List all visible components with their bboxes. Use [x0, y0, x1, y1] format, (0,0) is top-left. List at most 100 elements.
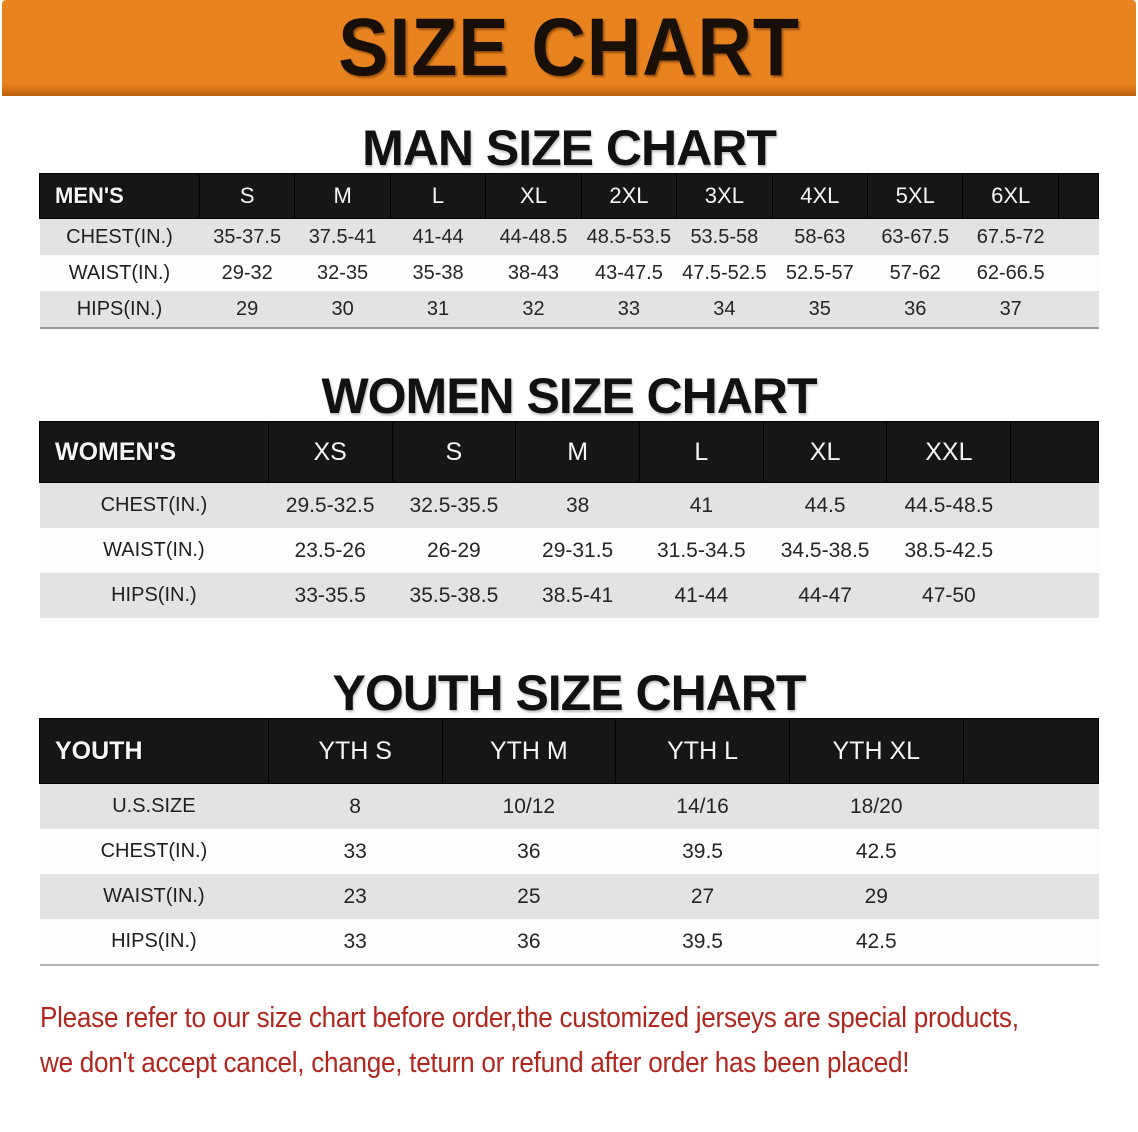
size-table-row: U.S.SIZE 8 10/12 14/16 18/20 — [39, 783, 1099, 830]
size-column-header: YTH L — [615, 718, 790, 784]
size-value: 42.5 — [855, 929, 897, 953]
size-value: 8 — [349, 794, 361, 818]
size-value: 35-37.5 — [213, 225, 282, 248]
size-table-header-row: WOMEN'S XS S M L XL XXL — [39, 421, 1099, 483]
size-column-header: XL — [762, 421, 888, 483]
size-table-row: HIPS(IN.) 33 36 39.5 42.5 — [39, 919, 1099, 965]
youth-section: YOUTH SIZE CHART YOUTH YTH S YTH M YTH L YTH… — [0, 668, 1138, 966]
size-value: 31 — [426, 297, 450, 320]
measurement-label: HIPS(IN.) — [111, 584, 197, 606]
size-value: 33 — [343, 839, 367, 863]
women-size-table: WOMEN'S XS S M L XL XXL CHEST(IN.) 29.5-32.5 32.5… — [39, 421, 1099, 618]
size-column-header: 6XL — [962, 173, 1059, 219]
size-value: 38 — [565, 493, 590, 517]
size-table-row: HIPS(IN.) 29 30 31 32 33 34 35 36 37 — [39, 291, 1099, 328]
men-size-table: MEN'S S M L XL 2XL 3XL 4XL 5XL 6XL CHEST(IN.) 35-37… — [39, 173, 1100, 329]
size-column-header: 5XL — [867, 173, 964, 219]
women-section-heading: WOMEN SIZE CHART — [321, 368, 817, 424]
size-value: 53.5-58 — [690, 225, 759, 248]
size-value: 42.5 — [855, 839, 897, 863]
women-section: WOMEN SIZE CHART WOMEN'S XS S M L XL XXL CHEST(… — [0, 371, 1138, 618]
size-value: 29-31.5 — [542, 538, 614, 562]
size-value: 33 — [617, 297, 641, 320]
size-value: 32-35 — [317, 261, 369, 284]
size-column-header: XS — [267, 421, 393, 483]
filler-cell — [1058, 219, 1098, 256]
size-column-header: YTH XL — [788, 718, 964, 784]
size-value: 47.5-52.5 — [682, 261, 767, 284]
filler-cell — [1011, 483, 1099, 529]
size-value: 23.5-26 — [294, 538, 366, 562]
size-value: 38-43 — [507, 261, 560, 284]
size-value: 48.5-53.5 — [586, 225, 672, 248]
size-value: 34.5-38.5 — [780, 538, 870, 562]
youth-size-table: YOUTH YTH S YTH M YTH L YTH XL U.S.SIZE 8 10/12… — [39, 718, 1100, 966]
size-value: 33 — [343, 929, 367, 953]
men-section: MAN SIZE CHART MEN'S S M L XL 2XL 3XL 4XL 5XL 6XL… — [0, 123, 1138, 329]
measurement-label: CHEST(IN.) — [66, 225, 173, 248]
filler-cell — [963, 919, 1098, 965]
size-column-header: YTH M — [441, 718, 617, 784]
filler-cell — [1058, 255, 1098, 291]
measurement-label: WAIST(IN.) — [103, 539, 205, 561]
size-column-header: 3XL — [676, 173, 773, 219]
size-value: 29-32 — [221, 261, 273, 284]
filler-cell — [963, 784, 1098, 830]
disclaimer-text: Please refer to our size chart before or… — [40, 996, 1028, 1086]
filler-cell — [1057, 173, 1100, 219]
filler-cell — [1011, 573, 1099, 618]
measurement-label: CHEST(IN.) — [100, 840, 208, 862]
size-value: 27 — [690, 884, 715, 908]
filler-cell — [963, 874, 1098, 919]
size-table-row: CHEST(IN.) 35-37.5 37.5-41 41-44 44-48.5 48.5… — [39, 218, 1099, 256]
size-value: 35.5-38.5 — [409, 583, 499, 607]
size-column-header: XL — [485, 173, 582, 219]
size-value: 35-38 — [412, 261, 464, 284]
size-table-row: HIPS(IN.) 33-35.5 35.5-38.5 38.5-41 41-44 44-… — [39, 573, 1099, 618]
size-value: 37.5-41 — [308, 225, 377, 248]
size-value: 36 — [517, 839, 541, 863]
size-value: 34 — [713, 297, 736, 320]
size-column-header: S — [198, 173, 296, 219]
size-chart-page: SIZE CHART MAN SIZE CHART MEN'S S M L XL 2XL 3… — [0, 0, 1138, 1086]
size-group-label: WOMEN'S — [39, 421, 269, 483]
filler-cell — [1058, 291, 1098, 328]
banner: SIZE CHART — [2, 0, 1136, 96]
size-table-row: WAIST(IN.) 23.5-26 26-29 29-31.5 31.5-34.5 34… — [39, 528, 1099, 573]
size-table-header-row: MEN'S S M L XL 2XL 3XL 4XL 5XL 6XL — [39, 173, 1100, 219]
size-table-row: CHEST(IN.) 33 36 39.5 42.5 — [39, 829, 1099, 874]
size-value: 57-62 — [889, 261, 941, 284]
size-value: 35 — [808, 297, 831, 320]
size-group-label: MEN'S — [39, 173, 200, 219]
size-value: 43-47.5 — [595, 261, 663, 284]
banner-title: SIZE CHART — [338, 2, 800, 93]
disclaimer-line-1: Please refer to our size chart before or… — [40, 1002, 1019, 1034]
size-value: 41-44 — [412, 225, 464, 248]
size-value: 36 — [904, 297, 927, 320]
size-value: 37 — [999, 297, 1022, 320]
size-value: 32.5-35.5 — [409, 493, 499, 517]
size-table-header-row: YOUTH YTH S YTH M YTH L YTH XL — [39, 718, 1100, 784]
size-group-label: YOUTH — [39, 718, 269, 784]
size-value: 38.5-41 — [542, 583, 614, 607]
size-value: 44.5 — [804, 493, 846, 517]
size-value: 44.5-48.5 — [904, 493, 994, 517]
filler-cell — [1010, 421, 1099, 483]
size-table-row: CHEST(IN.) 29.5-32.5 32.5-35.5 38 41 44.5 44.5… — [39, 482, 1099, 529]
size-value: 44-47 — [798, 583, 852, 607]
size-value: 58-63 — [794, 225, 846, 248]
size-value: 63-67.5 — [881, 225, 950, 248]
size-value: 31.5-34.5 — [656, 538, 746, 562]
size-table-row: WAIST(IN.) 29-32 32-35 35-38 38-43 43-47.5 47.… — [39, 255, 1099, 291]
size-column-header: S — [391, 421, 517, 483]
measurement-label: HIPS(IN.) — [111, 930, 197, 952]
size-column-header: 2XL — [580, 173, 678, 219]
size-value: 62-66.5 — [976, 261, 1045, 284]
size-value: 32 — [522, 297, 545, 320]
measurement-label: U.S.SIZE — [112, 795, 196, 817]
size-value: 47-50 — [922, 583, 976, 607]
size-column-header: L — [389, 173, 487, 219]
size-value: 29.5-32.5 — [285, 493, 375, 517]
filler-cell — [962, 718, 1100, 784]
size-value: 25 — [517, 884, 541, 908]
